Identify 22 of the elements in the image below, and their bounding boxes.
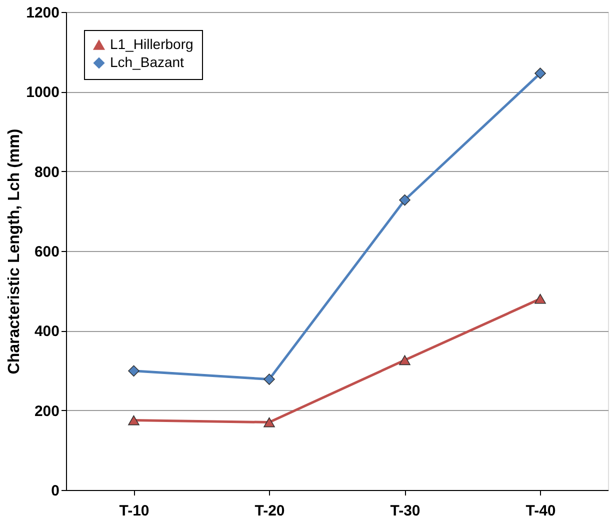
point bbox=[264, 374, 275, 385]
point bbox=[399, 194, 410, 206]
y-tick-label: 400 bbox=[34, 323, 60, 340]
point bbox=[534, 294, 546, 304]
x-tick-label: T-40 bbox=[526, 502, 556, 520]
x-tick-label: T-10 bbox=[119, 502, 150, 520]
point bbox=[128, 415, 140, 426]
legend-label: L1_Hillerborg bbox=[110, 36, 194, 52]
x-tick-label: T-30 bbox=[390, 502, 420, 520]
y-tick-label: 0 bbox=[51, 482, 60, 500]
y-tick-label: 1200 bbox=[26, 4, 60, 22]
y-tick-label: 600 bbox=[34, 244, 60, 260]
y-tick-label: 800 bbox=[34, 164, 60, 181]
y-axis-title: Characteristic Length, Lch (mm) bbox=[6, 128, 24, 374]
y-tick-label: 200 bbox=[34, 402, 60, 420]
legend-label: Lch_Bazant bbox=[110, 54, 184, 70]
point bbox=[399, 355, 410, 366]
point bbox=[534, 68, 546, 79]
point bbox=[128, 365, 140, 377]
y-tick-label: 1000 bbox=[26, 84, 60, 102]
x-tick-label: T-20 bbox=[254, 502, 285, 520]
point bbox=[264, 417, 275, 428]
